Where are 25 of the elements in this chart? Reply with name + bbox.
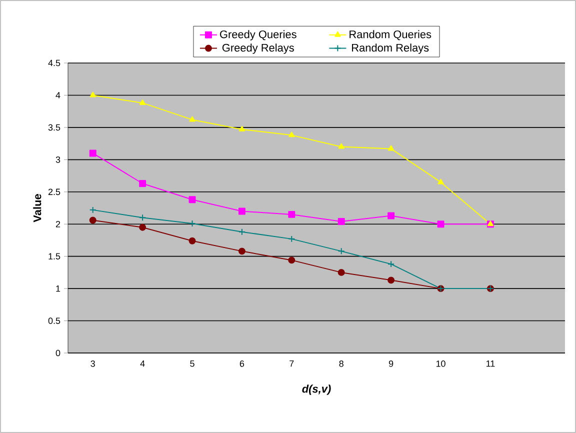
y-tick-label: 4	[56, 92, 60, 98]
y-tick-label: 3.5	[48, 124, 60, 131]
y-tick-label: 1	[56, 285, 60, 292]
y-tick-label: 2.5	[48, 188, 60, 196]
legend-label: Greedy Relays	[222, 44, 294, 54]
x-tick-label: 9	[388, 360, 394, 367]
x-tick-label: 11	[486, 360, 495, 367]
x-tick-label: 4	[140, 360, 145, 367]
y-tick-label: 3	[56, 156, 60, 163]
x-tick-label: 8	[339, 360, 344, 367]
x-tick-label: 7	[290, 360, 294, 367]
x-axis-title: d(s,v)	[302, 384, 331, 395]
y-tick-label: 4.5	[48, 60, 60, 66]
y-tick-label: 1.5	[48, 253, 60, 260]
x-tick-label: 5	[190, 360, 194, 367]
legend-label: Random Queries	[350, 30, 432, 40]
y-axis-title: Value	[33, 194, 42, 222]
x-tick-label: 3	[90, 360, 95, 367]
legend-label: Greedy Queries	[220, 30, 296, 40]
y-tick-label: 0.5	[48, 318, 60, 324]
y-tick-label: 0	[56, 350, 60, 356]
legend-label: Random Relays	[352, 44, 429, 54]
x-tick-label: 10	[436, 360, 446, 367]
x-tick-label: 6	[240, 360, 244, 367]
y-tick-label: 2	[56, 220, 60, 228]
